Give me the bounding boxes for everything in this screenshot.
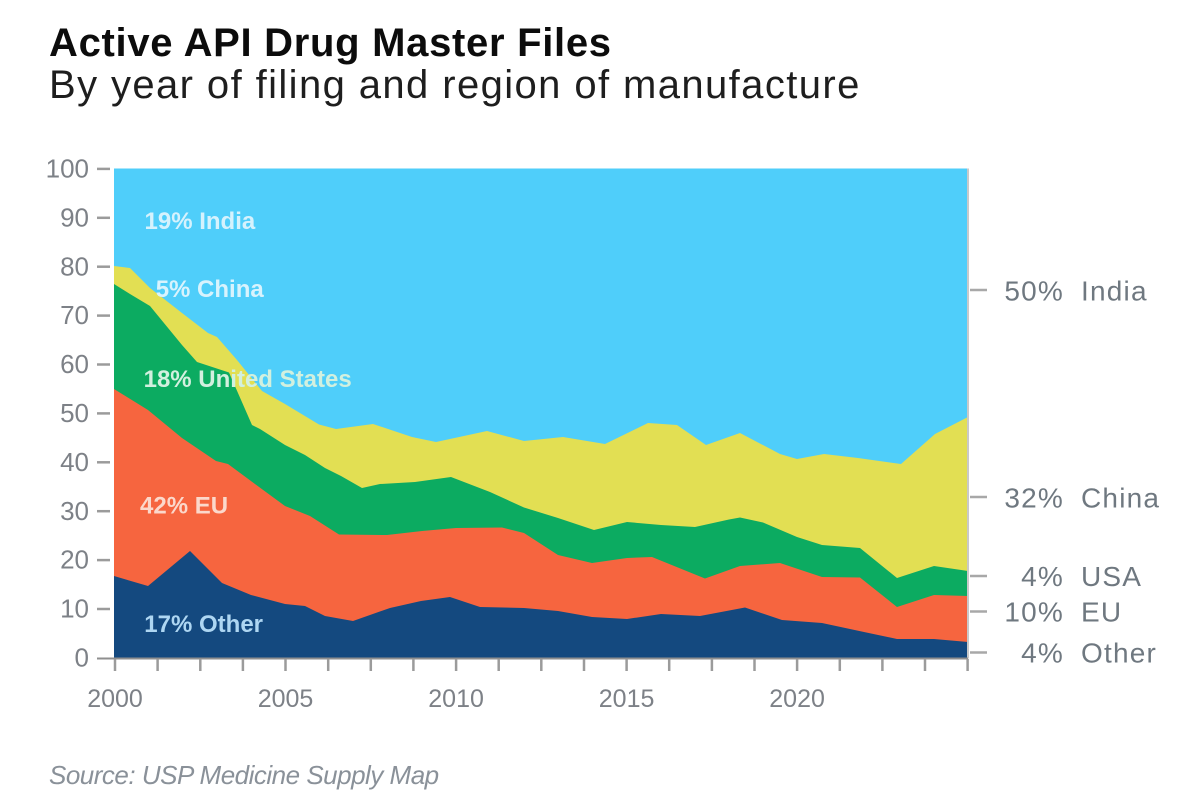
svg-text:50%: 50% [1004,276,1064,307]
svg-text:19% India: 19% India [145,208,256,235]
svg-text:10%: 10% [1004,597,1064,628]
svg-text:80: 80 [60,251,89,281]
svg-text:42% EU: 42% EU [140,493,228,520]
svg-text:0: 0 [75,643,89,673]
svg-text:China: China [1081,483,1160,514]
svg-text:By year of filing and region o: By year of filing and region of manufact… [49,63,861,107]
svg-text:50: 50 [60,398,89,428]
svg-text:10: 10 [60,594,89,624]
svg-text:EU: EU [1081,597,1122,628]
svg-text:20: 20 [60,545,89,575]
svg-text:4%: 4% [1021,561,1064,592]
svg-text:17% Other: 17% Other [144,611,263,638]
svg-text:2010: 2010 [428,685,484,713]
svg-text:Source: USP Medicine Supply Ma: Source: USP Medicine Supply Map [49,760,439,790]
svg-text:70: 70 [60,300,89,330]
svg-text:2000: 2000 [87,685,143,713]
svg-text:60: 60 [60,349,89,379]
svg-text:USA: USA [1081,561,1142,592]
svg-text:Active API Drug Master Files: Active API Drug Master Files [49,21,612,65]
svg-text:100: 100 [46,154,89,184]
svg-text:32%: 32% [1004,483,1064,514]
svg-text:India: India [1081,276,1148,307]
svg-text:2020: 2020 [769,685,825,713]
svg-text:90: 90 [60,202,89,232]
svg-text:30: 30 [60,496,89,526]
svg-text:2005: 2005 [258,685,314,713]
svg-text:4%: 4% [1021,638,1064,669]
svg-text:18% United States: 18% United States [144,366,352,393]
svg-text:5% China: 5% China [156,276,265,303]
svg-text:40: 40 [60,447,89,477]
svg-text:Other: Other [1081,638,1157,669]
svg-text:2015: 2015 [599,685,655,713]
